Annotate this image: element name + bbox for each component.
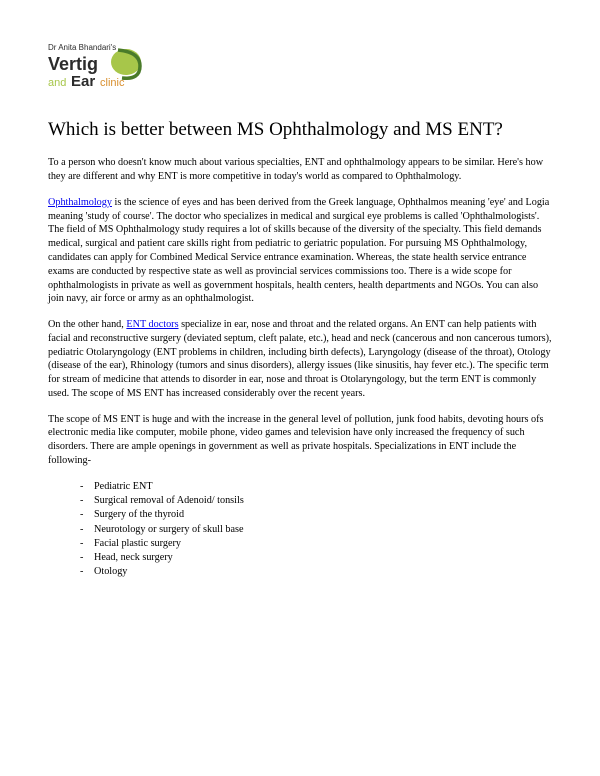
paragraph-intro: To a person who doesn't know much about …	[48, 156, 552, 184]
logo-svg: Dr Anita Bhandari's Vertig and Ear clini…	[48, 40, 178, 94]
list-item: Surgery of the thyroid	[80, 508, 552, 522]
list-item: Pediatric ENT	[80, 480, 552, 494]
specializations-list: Pediatric ENT Surgical removal of Adenoi…	[80, 480, 552, 580]
ent-doctors-link[interactable]: ENT doctors	[126, 319, 178, 330]
ophthalmology-link[interactable]: Ophthalmology	[48, 197, 112, 208]
paragraph-scope: The scope of MS ENT is huge and with the…	[48, 413, 552, 468]
list-item: Neurotology or surgery of skull base	[80, 523, 552, 537]
list-item: Surgical removal of Adenoid/ tonsils	[80, 494, 552, 508]
list-item: Otology	[80, 565, 552, 579]
logo-vertigo: Vertig	[48, 54, 98, 74]
paragraph-ophthalmology-text: is the science of eyes and has been deri…	[48, 197, 549, 304]
logo-line1: Dr Anita Bhandari's	[48, 43, 116, 52]
list-item: Facial plastic surgery	[80, 537, 552, 551]
logo-ear: Ear	[71, 73, 95, 90]
list-item: Head, neck surgery	[80, 551, 552, 565]
logo: Dr Anita Bhandari's Vertig and Ear clini…	[48, 40, 552, 99]
logo-clinic: clinic	[100, 77, 125, 89]
page-title: Which is better between MS Ophthalmology…	[48, 117, 552, 143]
paragraph-ent-text: specialize in ear, nose and throat and t…	[48, 319, 552, 399]
logo-and: and	[48, 77, 66, 89]
paragraph-ent: On the other hand, ENT doctors specializ…	[48, 318, 552, 401]
paragraph-ophthalmology: Ophthalmology is the science of eyes and…	[48, 196, 552, 306]
paragraph-ent-pre: On the other hand,	[48, 319, 126, 330]
